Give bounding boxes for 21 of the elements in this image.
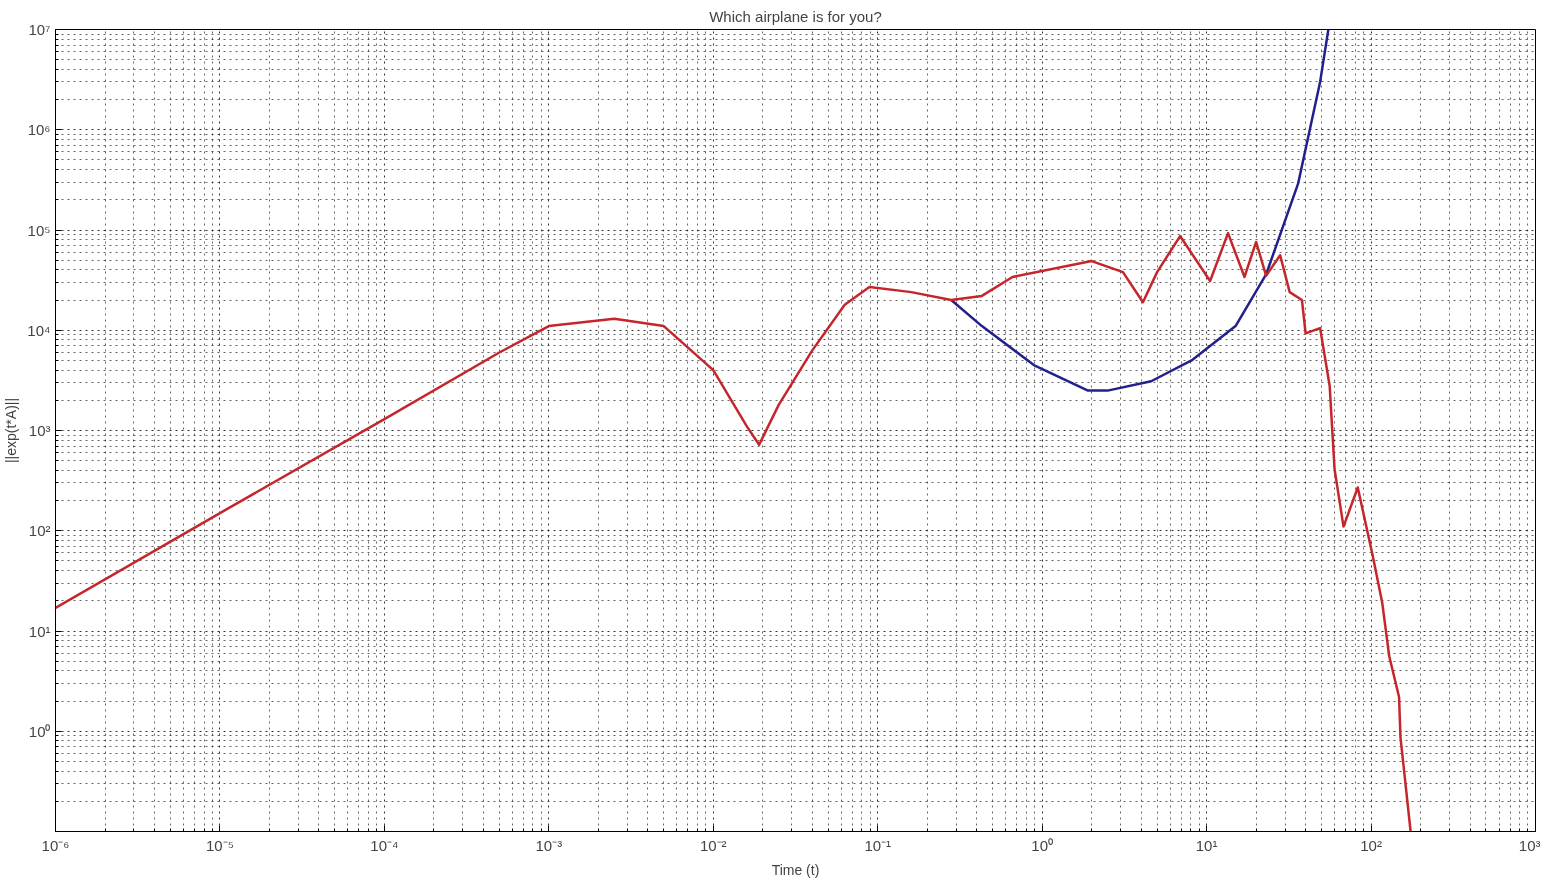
- y-tick-label: 10⁴: [27, 321, 51, 339]
- y-tick-label: 10⁶: [27, 121, 51, 139]
- y-tick-label: 10⁵: [27, 221, 51, 239]
- y-tick-label: 10³: [28, 422, 51, 439]
- y-axis-title: ||exp(t*A)||: [3, 397, 20, 464]
- x-tick-label: 10⁻⁵: [205, 836, 234, 854]
- x-tick-label: 10⁻⁶: [41, 836, 70, 854]
- y-tick-label: 10⁰: [28, 722, 51, 740]
- x-tick-label: 10⁻²: [699, 836, 727, 854]
- x-tick-label: 10⁻¹: [864, 836, 892, 854]
- y-tick-label: 10¹: [28, 622, 51, 640]
- x-tick-label: 10¹: [1195, 836, 1218, 854]
- x-tick-label: 10³: [1518, 836, 1541, 854]
- x-tick-label: 10²: [1360, 836, 1382, 854]
- x-tick-label: 10⁻³: [535, 836, 563, 854]
- chart-title: Which airplane is for you?: [709, 7, 882, 25]
- x-tick-label: 10⁰: [1031, 836, 1054, 854]
- y-tick-label: 10²: [28, 522, 51, 540]
- x-tick-label: 10⁻⁴: [370, 836, 399, 854]
- x-axis-title: Time (t): [771, 861, 820, 878]
- y-tick-label: 10⁷: [28, 21, 51, 38]
